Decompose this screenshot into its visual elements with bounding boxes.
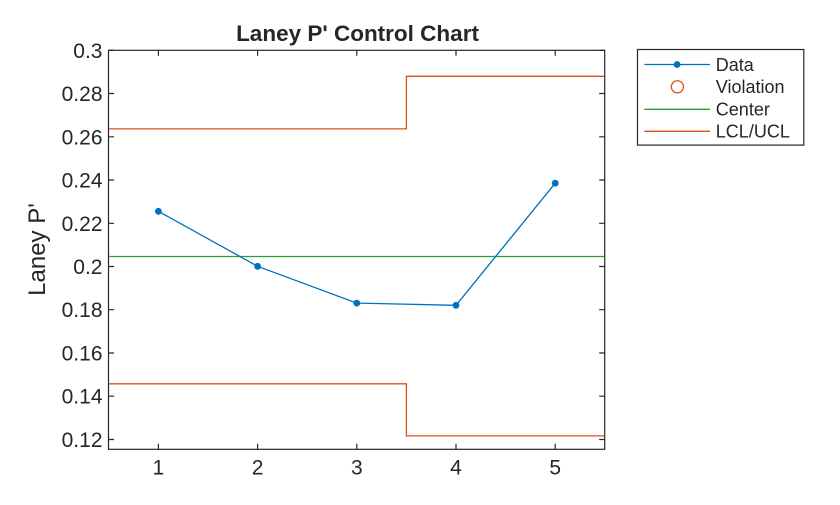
svg-text:0.26: 0.26 xyxy=(62,126,103,149)
svg-text:Center: Center xyxy=(716,100,770,120)
svg-text:4: 4 xyxy=(450,457,462,480)
svg-text:0.24: 0.24 xyxy=(62,170,103,193)
svg-text:0.22: 0.22 xyxy=(62,213,103,236)
svg-text:0.12: 0.12 xyxy=(62,429,103,452)
svg-text:LCL/UCL: LCL/UCL xyxy=(716,122,790,142)
svg-text:3: 3 xyxy=(351,457,363,480)
svg-text:Laney P': Laney P' xyxy=(24,203,51,296)
svg-text:0.14: 0.14 xyxy=(62,386,103,409)
svg-text:Violation: Violation xyxy=(716,77,785,97)
svg-text:0.3: 0.3 xyxy=(73,40,102,63)
svg-text:0.28: 0.28 xyxy=(62,83,103,106)
svg-text:Laney P' Control Chart: Laney P' Control Chart xyxy=(236,21,479,46)
svg-text:5: 5 xyxy=(549,457,561,480)
svg-text:1: 1 xyxy=(153,457,165,480)
svg-text:0.16: 0.16 xyxy=(62,343,103,366)
svg-text:2: 2 xyxy=(252,457,264,480)
svg-text:0.18: 0.18 xyxy=(62,299,103,322)
svg-text:0.2: 0.2 xyxy=(73,256,102,279)
svg-text:Data: Data xyxy=(716,55,755,75)
